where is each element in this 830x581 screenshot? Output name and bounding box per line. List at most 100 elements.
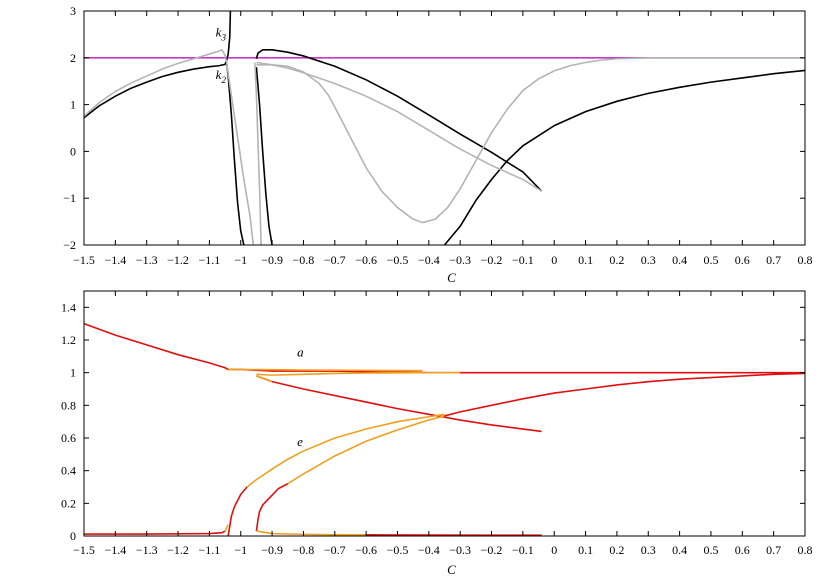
annotation-k2: k2 [216,67,227,85]
series-line-1 [228,368,423,372]
x-tick-label: 0.2 [609,543,624,557]
series-line-8 [255,483,289,532]
x-tick-label: 0.3 [641,543,656,557]
series-line-0 [84,322,805,374]
x-tick-label: −1.2 [167,253,189,267]
annotation-a: a [297,344,304,359]
x-tick-label: −0.1 [512,543,534,557]
series-line-13 [224,524,229,532]
series-line-8 [256,57,805,224]
x-tick-label: −0.5 [387,543,409,557]
x-tick-label: −0.7 [324,253,346,267]
plot-frame [83,290,806,537]
annotation-subscript: 2 [221,75,226,85]
x-tick-label: 0.7 [766,543,781,557]
annotation-text: e [297,434,303,449]
series-line-5 [84,530,226,535]
x-tick-label: 0 [551,543,557,557]
y-tick-label: 1.4 [61,300,76,314]
y-tick-label: 0.6 [61,431,76,445]
y-tick-label: 0 [70,529,76,543]
y-tick-label: 1 [70,366,76,380]
x-tick-label: −0.8 [293,543,315,557]
y-tick-label: 0 [70,144,76,158]
annotation-text: a [297,344,304,359]
x-tick-label: 0.4 [672,543,687,557]
x-tick-label: 0.4 [672,253,687,267]
x-tick-label: −1.4 [104,543,126,557]
y-tick-label: 3 [70,4,76,18]
x-tick-label: 0.2 [609,253,624,267]
x-tick-label: −1.2 [167,543,189,557]
y-tick-label: 0.2 [61,496,76,510]
series-line-7 [246,413,445,488]
series-line-11 [256,530,367,536]
x-tick-label: −0.2 [481,253,503,267]
x-tick-label: −1.5 [73,253,95,267]
series-line-9 [287,415,445,485]
x-tick-label: −0.3 [449,543,471,557]
x-tick-label: −1.5 [73,543,95,557]
x-tick-label: −0.2 [481,543,503,557]
series-line-5 [443,69,805,245]
series-line-6 [84,49,228,117]
series-line-3 [255,67,273,245]
x-tick-label: 0.6 [735,253,750,267]
bottom-chart: −1.5 −1.4 −1.3 −1.2 −1.1 −1 −0.9 −0.8 −0.7 −0.6 −0… [61,290,813,577]
y-tick-label: 1.2 [61,333,76,347]
x-tick-label: 0.8 [798,253,813,267]
x-tick-label: −0.7 [324,543,346,557]
x-tick-label: −0.8 [293,253,315,267]
annotation-text: k [216,25,222,40]
plot-frame [83,10,806,246]
x-tick-label: −1.3 [136,253,158,267]
x-tick-label: −1 [234,253,247,267]
series-group [84,322,805,536]
x-tick-label: −0.9 [261,253,283,267]
x-tick-label: −1 [234,543,247,557]
x-tick-label: 0.3 [641,253,656,267]
series-line-10 [444,372,805,417]
x-tick-label: 0.1 [578,253,593,267]
series-line-1 [84,11,232,119]
y-tick-label: 1 [70,98,76,112]
series-line-7 [225,62,255,245]
x-tick-label: −0.6 [355,543,377,557]
annotation-subscript: 3 [220,33,226,43]
x-tick-label: −0.5 [387,253,409,267]
series-line-9 [256,61,543,192]
x-tick-label: 0.8 [798,543,813,557]
series-line-2 [256,371,461,376]
x-tick-label: 0.5 [703,543,718,557]
x-tick-label: −0.9 [261,543,283,557]
y-tick-label: 2 [70,51,76,65]
x-tick-label: −1.3 [136,543,158,557]
top-chart: −1.5 −1.4 −1.3 −1.2 −1.1 −1 −0.9 −0.8 −0.7 −0.6 −0… [63,4,812,285]
y-tick-label: −1 [63,191,76,205]
series-line-6 [227,486,248,536]
x-tick-label: 0.6 [735,543,750,557]
x-tick-label: −0.4 [418,543,440,557]
x-tick-label: −1.4 [104,253,126,267]
x-tick-label: 0.5 [703,253,718,267]
x-tick-label: 0.7 [766,253,781,267]
x-tick-label: −0.3 [449,253,471,267]
series-line-2 [225,62,245,245]
y-tick-label: 0.8 [61,398,76,412]
annotation-k3: k3 [216,25,227,43]
series-line-4 [256,375,273,383]
y-tick-label: −2 [63,238,76,252]
x-tick-label: −0.4 [418,253,440,267]
x-tick-label: −1.1 [199,543,221,557]
x-tick-label: 0 [551,253,557,267]
annotation-text: k [216,67,222,82]
series-group [84,11,805,245]
x-tick-label: −1.1 [199,253,221,267]
x-axis-title: C [447,270,456,285]
series-line-4 [255,49,543,192]
series-line-10 [254,62,262,245]
y-tick-label: 0.4 [61,464,76,478]
series-line-3 [256,375,542,433]
x-tick-label: −0.1 [512,253,534,267]
